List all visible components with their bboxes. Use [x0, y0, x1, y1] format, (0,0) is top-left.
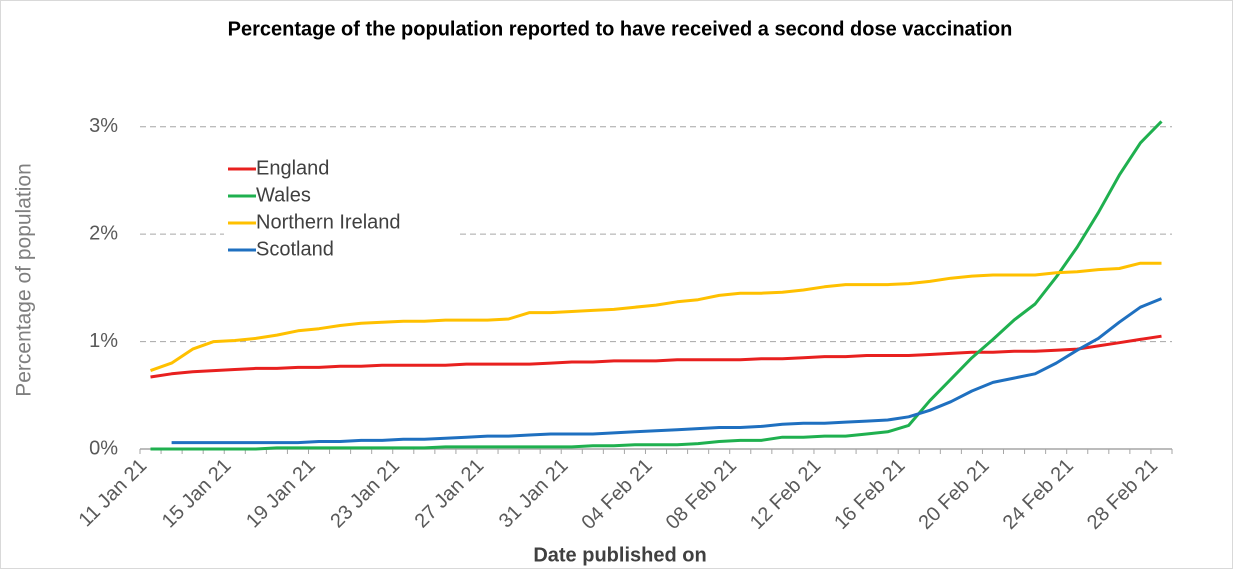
y-tick-label: 1% — [89, 330, 118, 352]
x-axis-label: Date published on — [533, 544, 706, 566]
legend-label: Wales — [256, 184, 311, 206]
series-line — [149, 261, 1162, 373]
legend-label: England — [256, 157, 329, 179]
y-axis-label: Percentage of population — [13, 163, 36, 397]
y-tick-label: 0% — [89, 437, 118, 459]
series-line — [171, 297, 1163, 445]
legend: England Wales Northern Ireland Scotland — [224, 155, 460, 265]
legend-label: Northern Ireland — [256, 211, 401, 233]
legend-background — [224, 155, 460, 265]
y-tick-label: 3% — [89, 115, 118, 137]
series-line — [150, 120, 1163, 451]
series-line — [150, 334, 1162, 379]
y-tick-label: 2% — [89, 222, 118, 244]
legend-label: Scotland — [256, 238, 334, 260]
chart-title: Percentage of the population reported to… — [228, 18, 1013, 40]
